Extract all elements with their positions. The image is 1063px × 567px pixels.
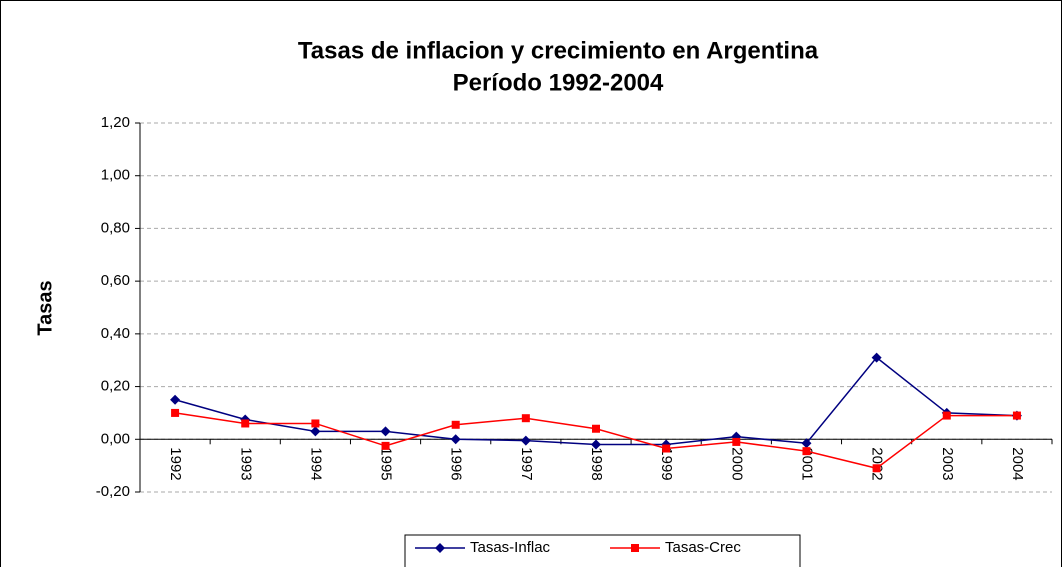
point-marker [802, 447, 811, 456]
point-marker [381, 441, 390, 450]
y-tick-label: -0,20 [96, 483, 130, 500]
y-tick-label: 0,40 [101, 325, 130, 342]
point-marker [732, 437, 741, 446]
legend-label: Tasas-Crec [665, 539, 741, 556]
x-tick-label: 1997 [518, 447, 535, 480]
y-tick-label: 1,00 [101, 167, 130, 184]
point-marker [171, 408, 180, 417]
x-tick-label: 1992 [167, 447, 184, 480]
x-tick-label: 1994 [307, 447, 324, 480]
x-tick-label: 1996 [448, 447, 465, 480]
x-tick-label: 1993 [237, 447, 254, 480]
point-marker [1012, 411, 1021, 420]
point-marker [380, 426, 391, 437]
point-marker [310, 426, 321, 437]
y-tick-label: 0,60 [101, 272, 130, 289]
y-tick-label: 0,00 [101, 430, 130, 447]
y-axis-label: Tasas [34, 280, 56, 335]
point-marker [591, 439, 601, 450]
point-marker [241, 419, 250, 428]
point-marker [450, 434, 461, 445]
point-marker [170, 394, 181, 405]
legend-marker [435, 543, 445, 553]
x-tick-label: 2004 [1009, 447, 1026, 480]
point-marker [801, 438, 812, 449]
point-marker [521, 414, 530, 423]
chart-subtitle: Período 1992-2004 [453, 69, 664, 96]
legend-marker [631, 544, 639, 552]
point-marker [942, 411, 951, 420]
x-tick-label: 1995 [378, 447, 395, 480]
x-tick-label: 2000 [728, 447, 745, 480]
point-marker [662, 444, 671, 453]
point-marker [311, 419, 320, 428]
chart-title: Tasas de inflacion y crecimiento en Arge… [298, 37, 819, 64]
legend-box [404, 534, 801, 567]
point-marker [872, 464, 881, 473]
x-tick-label: 1998 [588, 447, 605, 480]
x-tick-label: 1999 [658, 447, 675, 480]
y-tick-label: 1,20 [101, 114, 130, 131]
x-tick-label: 2003 [939, 447, 956, 480]
point-marker [451, 420, 460, 429]
x-tick-label: 2002 [869, 447, 886, 480]
y-tick-label: 0,80 [101, 219, 130, 236]
legend-label: Tasas-Inflac [470, 539, 551, 556]
point-marker [871, 352, 882, 363]
point-marker [520, 435, 531, 446]
x-tick-label: 2001 [798, 447, 815, 480]
point-marker [592, 424, 600, 433]
y-tick-label: 0,20 [101, 378, 130, 395]
